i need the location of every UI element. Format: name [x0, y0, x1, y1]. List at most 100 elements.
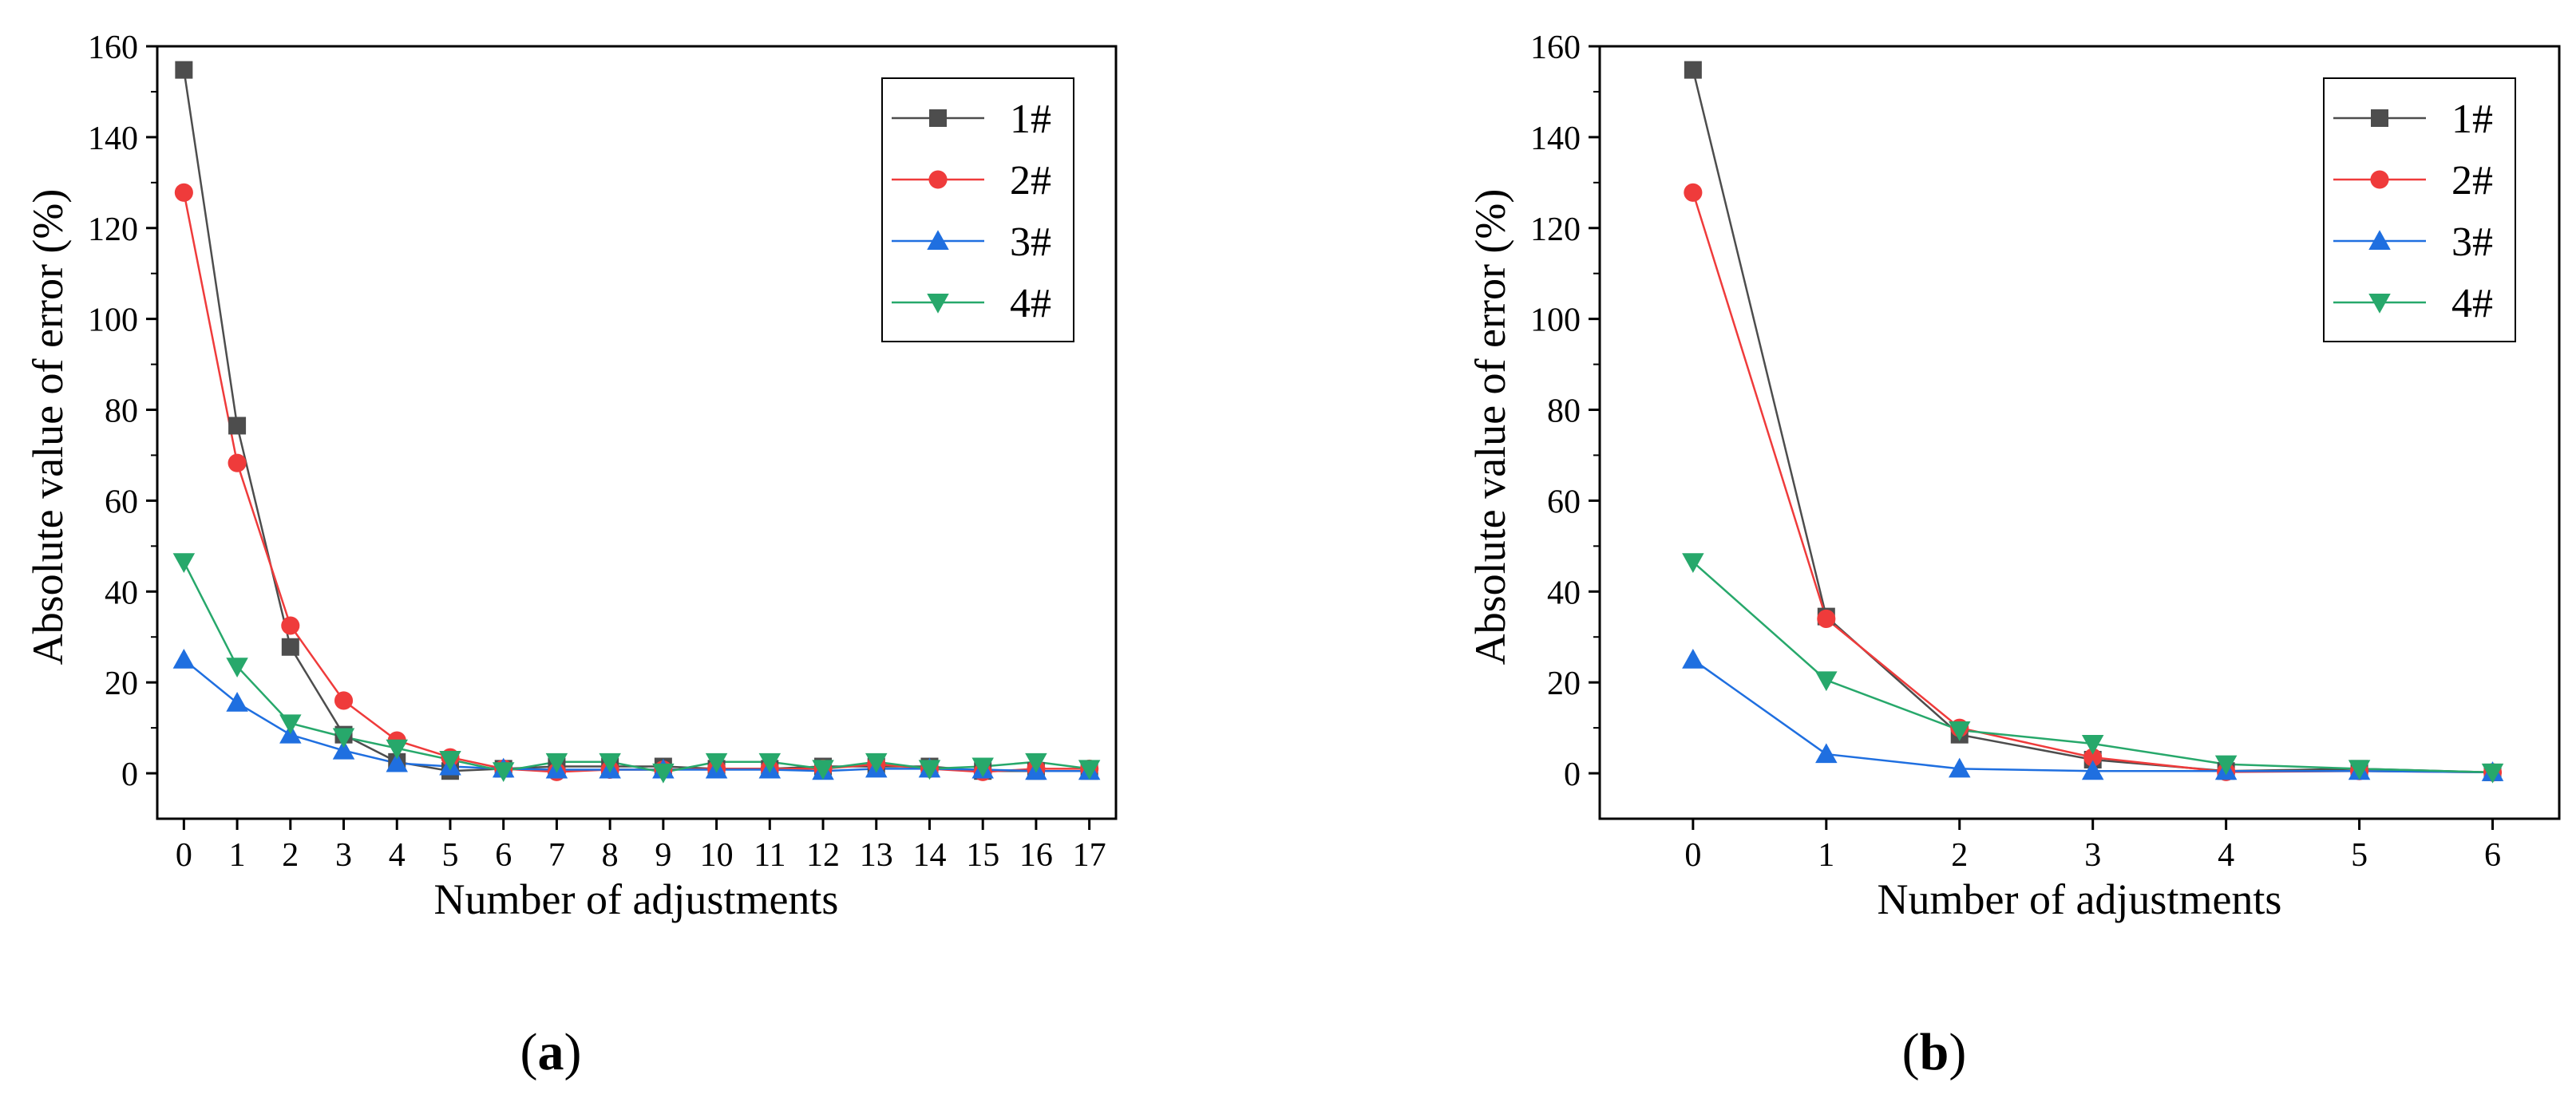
y-tick-label-a: 140: [88, 120, 138, 157]
data-point-a-series-4: [172, 553, 196, 574]
x-axis-title-b: Number of adjustments: [1878, 875, 2282, 923]
panel-label-letter-a: a: [538, 1023, 564, 1081]
panel-label-a: (a): [520, 1023, 582, 1081]
x-tick-label-b: 4: [2218, 837, 2234, 874]
panel-label-b: (b): [1902, 1023, 1967, 1081]
data-point-a-series-2: [174, 183, 193, 202]
x-tick-label-a: 1: [229, 837, 246, 874]
data-point-a-series-3: [386, 752, 408, 772]
data-point-a-series-2: [228, 453, 247, 472]
panel-b-chart: 0 20 40 60 80 100 120 140 160 0 1 2 3 4 5 6 Number of ad…: [1466, 30, 2561, 1081]
legend-box-b: [2323, 77, 2516, 342]
y-tick-label-b: 20: [1547, 666, 1581, 702]
legend-marker-b-3: [2368, 230, 2391, 250]
plot-frame-b: [1598, 45, 2561, 820]
data-point-a-series-1: [281, 638, 299, 656]
y-axis-title-a: Absolute value of error (%): [24, 189, 72, 666]
data-point-b-series-3: [1949, 757, 1971, 778]
x-tick-label-b: 3: [2084, 837, 2101, 874]
legend-label-a-4: 4#: [1010, 281, 1051, 326]
y-tick-label-b: 140: [1530, 120, 1581, 157]
x-tick-label-a: 7: [548, 837, 565, 874]
data-point-a-series-4: [332, 728, 355, 749]
y-tick-label-a: 20: [105, 666, 138, 702]
y-tick-label-a: 80: [105, 393, 138, 430]
y-tick-label-a: 160: [88, 30, 138, 66]
y-tick-label-b: 160: [1530, 30, 1581, 66]
legend-label-b-3: 3#: [2451, 219, 2493, 265]
data-point-a-series-2: [334, 691, 354, 710]
y-tick-label-b: 60: [1547, 484, 1581, 520]
y-tick-label-b: 80: [1547, 393, 1581, 430]
data-point-a-series-4: [386, 739, 408, 760]
data-point-b-series-2: [1817, 609, 1836, 629]
data-point-a-series-4: [865, 752, 888, 773]
plot-frame-a: [156, 45, 1118, 820]
y-tick-label-a: 120: [88, 211, 138, 248]
y-tick-label-b: 100: [1530, 302, 1581, 339]
x-tick-label-a: 11: [754, 837, 785, 874]
legend-label-b-4: 4#: [2451, 281, 2493, 326]
legend-label-b-2: 2#: [2451, 158, 2493, 203]
data-point-b-series-3: [2081, 760, 2104, 780]
data-point-a-series-3: [332, 739, 355, 760]
x-tick-label-a: 3: [335, 837, 352, 874]
data-point-a-series-3: [226, 692, 248, 712]
y-axis-title-b: Absolute value of error (%): [1466, 189, 1514, 666]
legend-label-a-3: 3#: [1010, 219, 1051, 265]
legend-label-b-1: 1#: [2451, 97, 2493, 142]
legend-label-a-2: 2#: [1010, 158, 1051, 203]
data-point-a-series-4: [492, 762, 515, 782]
data-point-a-series-4: [1078, 760, 1101, 780]
legend-marker-a-1: [929, 109, 947, 127]
data-point-b-series-3: [1815, 743, 1838, 764]
data-point-b-series-3: [1682, 648, 1704, 669]
legend-marker-a-3: [927, 230, 949, 250]
x-tick-label-b: 6: [2484, 837, 2501, 874]
x-tick-label-a: 8: [602, 837, 619, 874]
data-point-a-series-4: [971, 757, 994, 778]
x-tick-label-a: 16: [1019, 837, 1053, 874]
data-point-b-series-4: [1949, 721, 1971, 741]
x-tick-label-b: 0: [1684, 837, 1701, 874]
x-tick-label-b: 1: [1818, 837, 1834, 874]
data-point-b-series-4: [1815, 671, 1838, 692]
legend-marker-b-1: [2371, 109, 2388, 127]
panel-label-open-a: (: [520, 1023, 538, 1081]
panel-label-letter-b: b: [1920, 1023, 1949, 1081]
y-tick-label-a: 100: [88, 302, 138, 339]
panel-label-close-b: ): [1949, 1023, 1966, 1081]
legend-marker-b-4: [2368, 294, 2391, 314]
legend-marker-a-2: [928, 170, 948, 189]
data-point-a-series-4: [279, 714, 302, 735]
x-tick-label-a: 10: [700, 837, 734, 874]
data-point-b-series-4: [1682, 553, 1704, 574]
legend-label-a-1: 1#: [1010, 97, 1051, 142]
data-point-a-series-4: [545, 752, 568, 773]
data-point-a-series-4: [226, 658, 248, 677]
x-tick-label-a: 9: [655, 837, 671, 874]
data-point-b-series-4: [2214, 755, 2238, 776]
x-tick-label-a: 14: [912, 837, 946, 874]
y-tick-label-a: 60: [105, 484, 138, 520]
data-point-b-series-1: [1684, 61, 1702, 79]
data-point-a-series-1: [228, 417, 247, 435]
y-tick-label-b: 40: [1547, 575, 1581, 611]
data-point-b-series-2: [1684, 183, 1703, 202]
x-tick-label-a: 6: [495, 837, 512, 874]
data-point-a-series-4: [599, 752, 621, 773]
x-tick-label-a: 4: [389, 837, 406, 874]
x-tick-label-a: 17: [1073, 837, 1106, 874]
x-tick-label-a: 15: [966, 837, 999, 874]
data-point-b-series-4: [2481, 763, 2504, 784]
panel-label-close-a: ): [564, 1023, 582, 1081]
data-point-a-series-4: [1025, 752, 1047, 773]
x-tick-label-b: 2: [1951, 837, 1968, 874]
data-point-a-series-4: [758, 752, 782, 773]
legend-box-a: [881, 77, 1074, 342]
data-point-a-series-4: [812, 760, 834, 780]
x-tick-label-a: 13: [860, 837, 893, 874]
y-tick-label-b: 0: [1564, 756, 1581, 793]
data-point-b-series-4: [2348, 760, 2371, 780]
